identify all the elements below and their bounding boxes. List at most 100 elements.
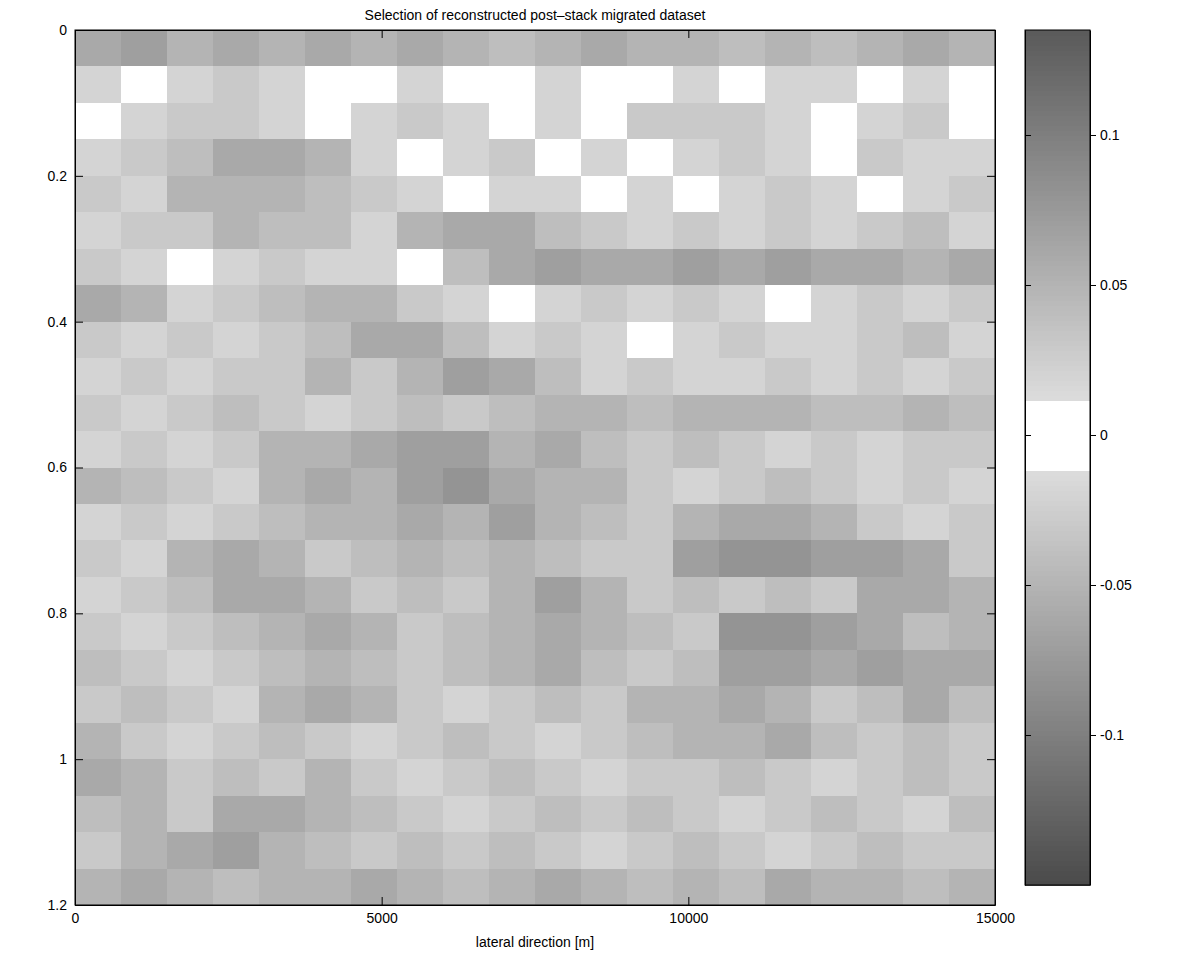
colorbar-swatch xyxy=(1025,460,1090,466)
tick-mark xyxy=(382,897,383,905)
cell xyxy=(259,30,305,66)
cell xyxy=(213,431,259,467)
cell xyxy=(443,285,489,321)
tick-mark xyxy=(1090,285,1096,286)
cell xyxy=(673,103,719,139)
cell xyxy=(811,66,857,102)
cell xyxy=(673,431,719,467)
cell xyxy=(213,103,259,139)
cell xyxy=(627,322,673,358)
colorbar-swatch xyxy=(1025,260,1090,266)
cell xyxy=(443,30,489,66)
tick-mark xyxy=(688,30,689,38)
cell xyxy=(903,139,949,175)
cell xyxy=(627,759,673,795)
cell xyxy=(535,468,581,504)
cell xyxy=(581,176,627,212)
cell xyxy=(167,504,213,540)
cell xyxy=(121,577,167,613)
cell xyxy=(213,285,259,321)
cell xyxy=(167,832,213,868)
cell xyxy=(489,395,535,431)
cell xyxy=(765,30,811,66)
colorbar-swatch xyxy=(1025,300,1090,306)
cell xyxy=(167,869,213,905)
cell xyxy=(305,431,351,467)
cell xyxy=(167,723,213,759)
cell xyxy=(627,103,673,139)
cell xyxy=(167,103,213,139)
colorbar-swatch xyxy=(1025,455,1090,461)
colorbar-swatch xyxy=(1025,370,1090,376)
tick-mark xyxy=(75,613,83,614)
cell xyxy=(167,431,213,467)
colorbar-swatch xyxy=(1025,525,1090,531)
cell xyxy=(75,30,121,66)
cell xyxy=(397,832,443,868)
colorbar-swatch xyxy=(1025,560,1090,566)
cell xyxy=(259,212,305,248)
cell xyxy=(305,285,351,321)
cell xyxy=(397,577,443,613)
colorbar-swatch xyxy=(1025,830,1090,836)
colorbar-swatch xyxy=(1025,850,1090,856)
tick-label: 0.2 xyxy=(48,168,68,184)
cell xyxy=(765,103,811,139)
colorbar-swatch xyxy=(1025,700,1090,706)
tick xyxy=(382,30,383,38)
cell xyxy=(857,686,903,722)
cell xyxy=(673,249,719,285)
colorbar-swatch xyxy=(1025,705,1090,711)
colorbar-swatch xyxy=(1025,330,1090,336)
cell xyxy=(673,395,719,431)
cell xyxy=(903,650,949,686)
cell xyxy=(949,66,995,102)
cell xyxy=(857,869,903,905)
colorbar-swatch xyxy=(1025,110,1090,116)
tick xyxy=(987,468,995,469)
cell xyxy=(259,176,305,212)
cell xyxy=(719,686,765,722)
cell xyxy=(765,686,811,722)
cell xyxy=(121,759,167,795)
cell xyxy=(75,759,121,795)
colorbar-swatch xyxy=(1025,685,1090,691)
cell xyxy=(397,212,443,248)
cell xyxy=(673,285,719,321)
cell xyxy=(443,613,489,649)
cell xyxy=(857,796,903,832)
cell xyxy=(673,613,719,649)
cell xyxy=(489,431,535,467)
cell xyxy=(673,577,719,613)
cell xyxy=(627,540,673,576)
cell xyxy=(351,139,397,175)
cell xyxy=(397,285,443,321)
tick-mark xyxy=(688,897,689,905)
cell xyxy=(903,540,949,576)
colorbar-swatch xyxy=(1025,680,1090,686)
cell xyxy=(443,139,489,175)
cell xyxy=(811,431,857,467)
cell xyxy=(811,504,857,540)
cell xyxy=(581,613,627,649)
colorbar-swatch xyxy=(1025,595,1090,601)
cell xyxy=(489,686,535,722)
tick: 0.1 xyxy=(1090,127,1120,143)
cell xyxy=(489,176,535,212)
cell xyxy=(75,322,121,358)
cell xyxy=(351,395,397,431)
colorbar-swatch xyxy=(1025,220,1090,226)
cell xyxy=(673,796,719,832)
cell xyxy=(673,869,719,905)
cell xyxy=(673,468,719,504)
colorbar-swatch xyxy=(1025,790,1090,796)
cell xyxy=(213,395,259,431)
cell xyxy=(443,322,489,358)
tick-label: 0.4 xyxy=(48,314,68,330)
cell xyxy=(489,322,535,358)
cell xyxy=(857,322,903,358)
cell xyxy=(857,139,903,175)
colorbar-swatch xyxy=(1025,295,1090,301)
cell xyxy=(443,686,489,722)
colorbar-swatch xyxy=(1025,580,1090,586)
